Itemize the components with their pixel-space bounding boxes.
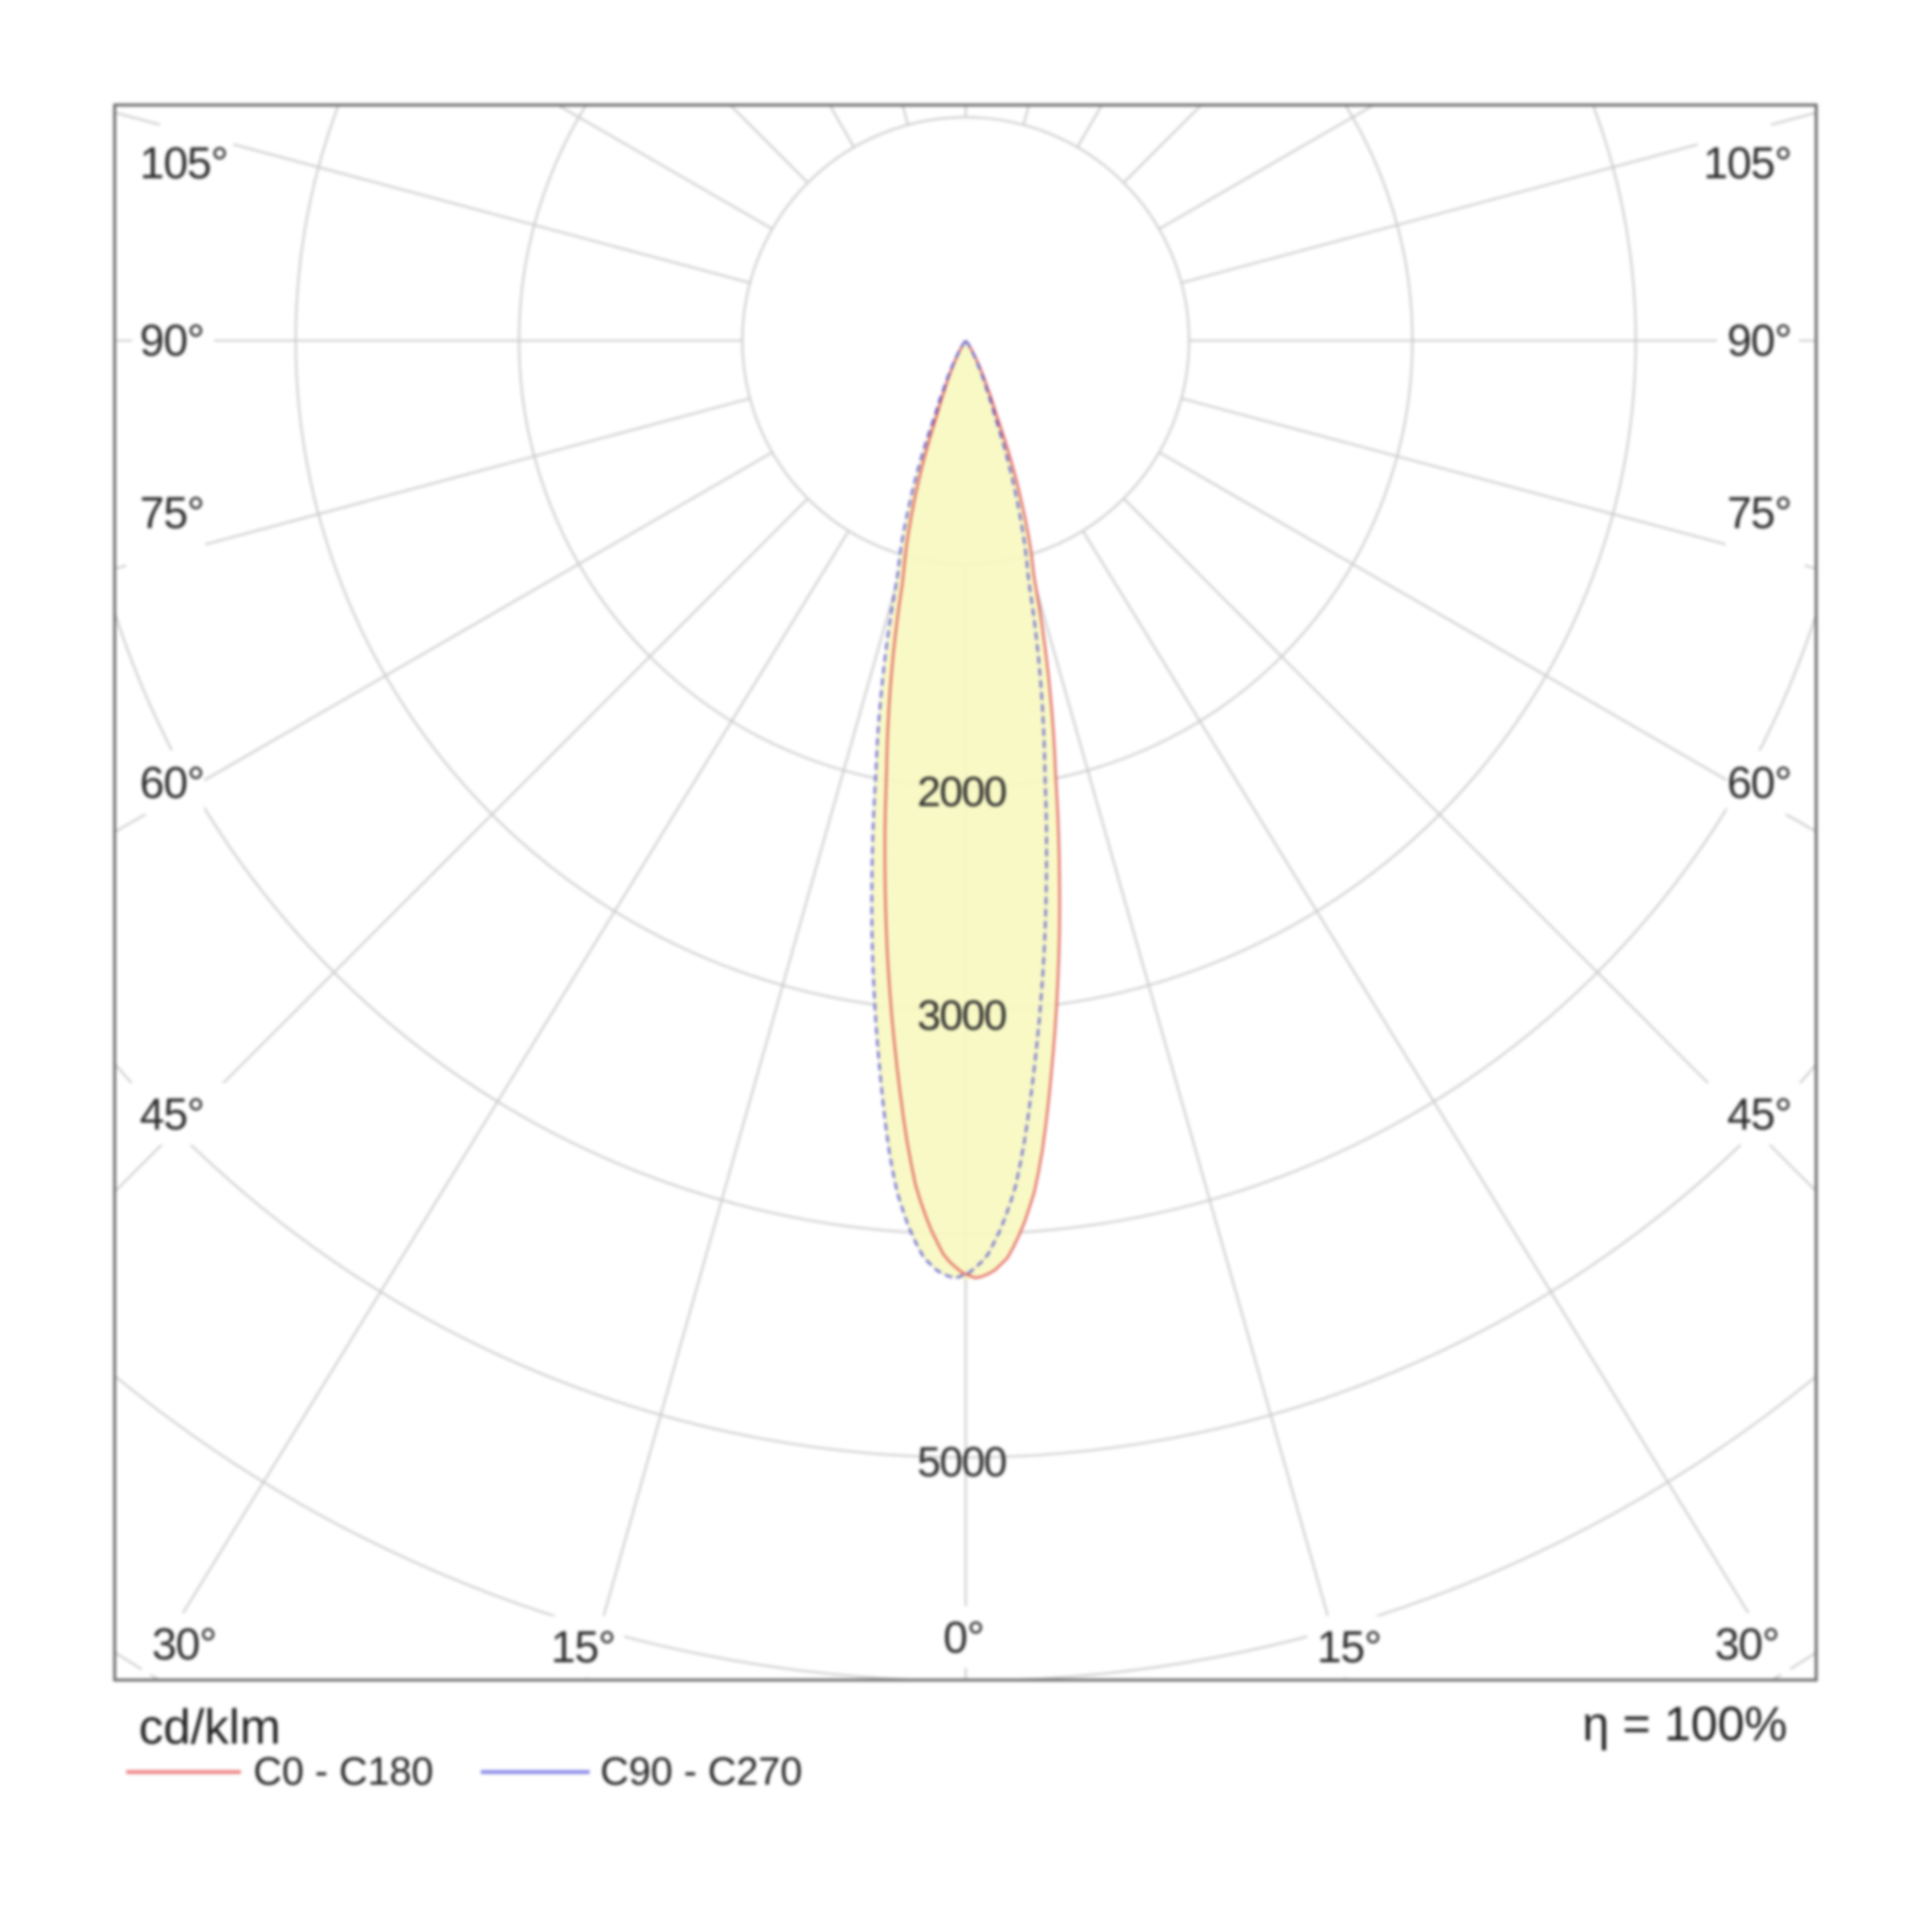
svg-text:3000: 3000 [917, 992, 1006, 1040]
svg-text:cd/klm: cd/klm [139, 1700, 280, 1755]
svg-text:0°: 0° [943, 1612, 984, 1662]
svg-text:75°: 75° [1727, 488, 1791, 538]
svg-text:105°: 105° [140, 138, 227, 188]
svg-text:30°: 30° [152, 1619, 217, 1669]
svg-text:45°: 45° [1727, 1089, 1791, 1139]
svg-text:5000: 5000 [917, 1439, 1006, 1486]
svg-text:30°: 30° [1715, 1619, 1780, 1669]
svg-text:60°: 60° [1727, 757, 1791, 807]
svg-text:90°: 90° [140, 315, 204, 365]
svg-text:C0 - C180: C0 - C180 [253, 1749, 434, 1793]
svg-text:90°: 90° [1727, 315, 1791, 365]
svg-text:15°: 15° [1317, 1622, 1382, 1672]
svg-text:45°: 45° [140, 1089, 204, 1139]
svg-text:η = 100%: η = 100% [1582, 1697, 1787, 1751]
svg-text:75°: 75° [140, 488, 204, 538]
svg-text:105°: 105° [1703, 138, 1791, 188]
svg-text:2000: 2000 [917, 769, 1006, 816]
svg-text:15°: 15° [551, 1622, 616, 1672]
svg-text:C90 - C270: C90 - C270 [600, 1749, 803, 1793]
svg-text:60°: 60° [140, 757, 204, 807]
